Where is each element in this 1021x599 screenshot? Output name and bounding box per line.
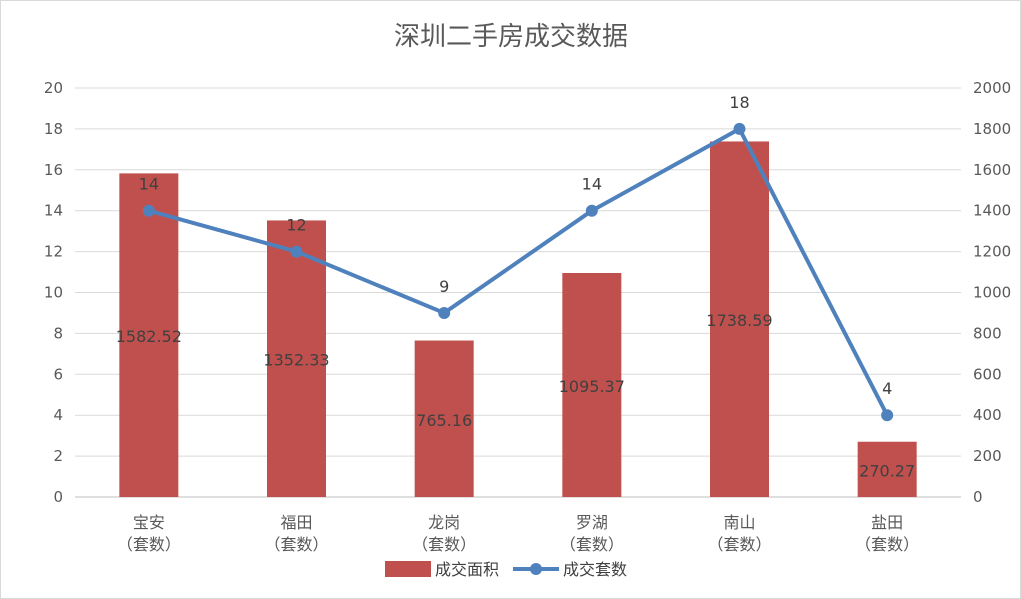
line-data-label: 9 xyxy=(439,277,449,296)
bar xyxy=(562,272,622,497)
legend-bar-swatch xyxy=(385,561,431,577)
x-axis-category-label: （套数） xyxy=(412,535,476,554)
x-axis-category-label: 南山 xyxy=(723,513,755,532)
right-axis-tick-label: 200 xyxy=(973,447,1002,465)
bar-data-label: 1582.52 xyxy=(116,327,182,346)
x-axis-category-label: 宝安 xyxy=(133,513,165,532)
line-point xyxy=(142,204,155,217)
line-point xyxy=(585,204,598,217)
right-axis-tick-label: 1800 xyxy=(973,120,1011,138)
x-axis-category-label: 盐田 xyxy=(871,513,903,532)
left-axis-tick-label: 8 xyxy=(53,324,63,342)
bar xyxy=(857,441,917,497)
bar xyxy=(267,220,326,497)
right-axis-tick-label: 0 xyxy=(973,488,983,506)
right-axis-tick-label: 600 xyxy=(973,365,1002,383)
bar-data-label: 765.16 xyxy=(416,411,472,430)
left-axis-tick-label: 14 xyxy=(44,202,63,220)
right-axis-tick-label: 800 xyxy=(973,324,1002,342)
line-point xyxy=(881,409,894,422)
bar xyxy=(710,141,769,497)
legend-line-label: 成交套数 xyxy=(563,560,627,579)
bar-data-label: 1095.37 xyxy=(559,377,625,396)
line-series: 14 12 9 14 18 4 xyxy=(139,93,894,422)
right-axis-tick-label: 1400 xyxy=(973,202,1011,220)
line-point xyxy=(438,306,451,319)
line-data-label: 14 xyxy=(582,175,602,194)
left-axis-tick-label: 12 xyxy=(44,243,63,261)
x-axis-category-label: （套数） xyxy=(707,535,771,554)
line-data-label: 12 xyxy=(286,216,306,235)
bar xyxy=(414,340,474,497)
right-axis-tick-label: 2000 xyxy=(973,79,1011,97)
legend-line-marker xyxy=(530,563,542,575)
left-axis-tick-label: 16 xyxy=(44,161,63,179)
bar-data-label: 1352.33 xyxy=(263,351,329,370)
x-axis-category-label: 福田 xyxy=(280,513,312,532)
bar-data-label: 1738.59 xyxy=(706,311,772,330)
line-data-label: 14 xyxy=(139,175,159,194)
legend-bar-label: 成交面积 xyxy=(435,560,499,579)
x-axis-category-label: （套数） xyxy=(117,535,181,554)
left-axis-tick-label: 4 xyxy=(53,406,63,424)
left-axis-tick-label: 20 xyxy=(44,79,63,97)
bar-series: 1582.52 1352.33 765.16 1095.37 1738.59 270.27 xyxy=(116,141,917,497)
bar-data-label: 270.27 xyxy=(859,461,915,480)
x-axis-category-label: 罗湖 xyxy=(576,513,608,532)
left-axis-tick-label: 2 xyxy=(53,447,63,465)
x-axis-category-label: （套数） xyxy=(264,535,328,554)
gridlines xyxy=(75,87,961,498)
right-y-axis: 0 200 400 600 800 1000 1200 1400 1600 1800 2000 xyxy=(973,79,1011,506)
right-axis-tick-label: 1200 xyxy=(973,243,1011,261)
line-point xyxy=(290,245,303,258)
legend: 成交面积 成交套数 xyxy=(385,560,627,579)
right-axis-tick-label: 400 xyxy=(973,406,1002,424)
line-data-label: 4 xyxy=(882,379,892,398)
x-axis-category-label: （套数） xyxy=(855,535,919,554)
x-axis-category-label: （套数） xyxy=(560,535,624,554)
line-point xyxy=(733,122,746,135)
chart-title: 深圳二手房成交数据 xyxy=(394,22,628,52)
right-axis-tick-label: 1000 xyxy=(973,284,1011,302)
left-axis-tick-label: 0 xyxy=(53,488,63,506)
line-data-label: 18 xyxy=(729,93,749,112)
right-axis-tick-label: 1600 xyxy=(973,161,1011,179)
x-axis: 宝安 （套数） 福田 （套数） 龙岗 （套数） 罗湖 （套数） 南山 （套数） 盐田 （套数） xyxy=(117,513,919,554)
x-axis-category-label: 龙岗 xyxy=(428,513,460,532)
line-path xyxy=(146,126,890,418)
left-axis-tick-label: 6 xyxy=(53,365,63,383)
left-axis-tick-label: 10 xyxy=(44,284,63,302)
bar xyxy=(119,173,179,497)
left-y-axis: 0 2 4 6 8 10 12 14 16 18 20 xyxy=(44,79,63,506)
left-axis-tick-label: 18 xyxy=(44,120,63,138)
